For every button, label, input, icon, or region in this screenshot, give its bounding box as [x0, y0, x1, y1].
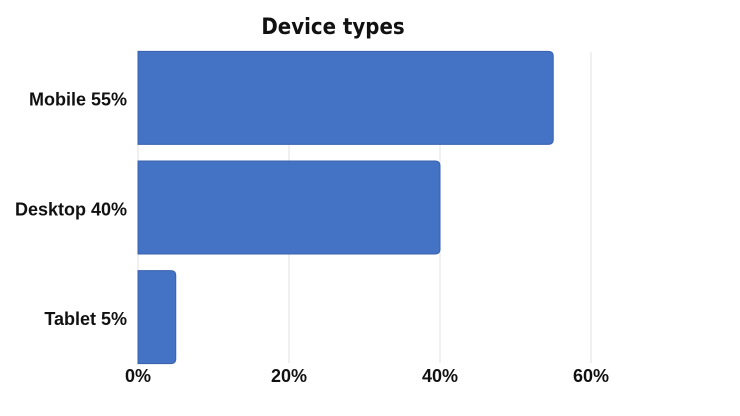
bar: [137, 270, 177, 365]
bar: [137, 50, 554, 145]
chart-title: Device types: [261, 15, 404, 40]
x-tick-label: 40%: [422, 366, 458, 386]
y-tick-label: Desktop 40%: [15, 199, 127, 219]
y-tick-label: Tablet 5%: [44, 309, 127, 329]
x-tick-label: 20%: [271, 366, 307, 386]
x-tick-label: 0%: [125, 366, 151, 386]
x-tick-label: 60%: [573, 366, 609, 386]
y-tick-label: Mobile 55%: [29, 90, 127, 110]
bar: [137, 160, 441, 255]
